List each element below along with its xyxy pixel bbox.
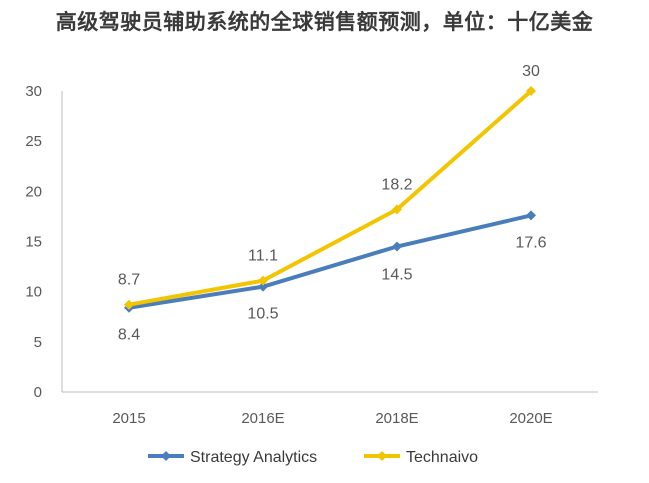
legend-item: Strategy Analytics [148, 449, 317, 466]
x-tick-label: 2020E [509, 410, 552, 427]
axes [61, 91, 598, 393]
data-label: 8.4 [118, 327, 140, 344]
y-tick-label: 25 [25, 133, 42, 150]
data-label: 8.7 [118, 272, 140, 289]
y-tick-label: 10 [25, 284, 42, 301]
series-group: 8.4 10.5 14.5 17.6 8.7 11.1 18.2 30 [118, 63, 547, 344]
chart-title: 高级驾驶员辅助系统的全球销售额预测，单位：十亿美金 [55, 10, 594, 34]
y-tick-label: 30 [25, 83, 42, 100]
data-label: 30 [522, 63, 540, 80]
legend-label: Strategy Analytics [190, 449, 317, 466]
data-point [258, 275, 268, 286]
series-1: 8.4 10.5 14.5 17.6 [118, 210, 547, 344]
data-label: 17.6 [515, 234, 546, 251]
series-line [128, 213, 532, 310]
data-point [392, 241, 402, 252]
series-line [128, 89, 533, 307]
legend: Strategy Analytics Technaivo [148, 449, 478, 466]
data-label: 18.2 [381, 176, 412, 193]
data-label: 14.5 [381, 267, 412, 284]
data-point [526, 210, 536, 221]
legend-marker [161, 451, 171, 461]
x-axis-ticks: 2015 2016E 2018E 2020E [112, 410, 552, 427]
data-point [526, 86, 536, 96]
y-tick-label: 0 [34, 384, 42, 401]
x-tick-label: 2015 [112, 410, 145, 427]
x-tick-label: 2016E [241, 410, 284, 427]
x-tick-label: 2018E [375, 410, 418, 427]
legend-item: Technaivo [364, 449, 478, 466]
legend-marker [377, 451, 387, 461]
data-point [258, 281, 268, 292]
y-tick-label: 20 [25, 183, 42, 200]
data-label: 11.1 [248, 248, 278, 265]
data-point [124, 299, 134, 310]
series-2: 8.7 11.1 18.2 30 [118, 63, 540, 310]
y-tick-label: 15 [25, 234, 42, 251]
y-tick-label: 5 [34, 334, 42, 351]
y-axis-ticks: 0 5 10 15 20 25 30 [25, 83, 42, 401]
legend-label: Technaivo [406, 449, 478, 466]
data-label: 10.5 [247, 306, 278, 323]
data-point [392, 204, 402, 215]
